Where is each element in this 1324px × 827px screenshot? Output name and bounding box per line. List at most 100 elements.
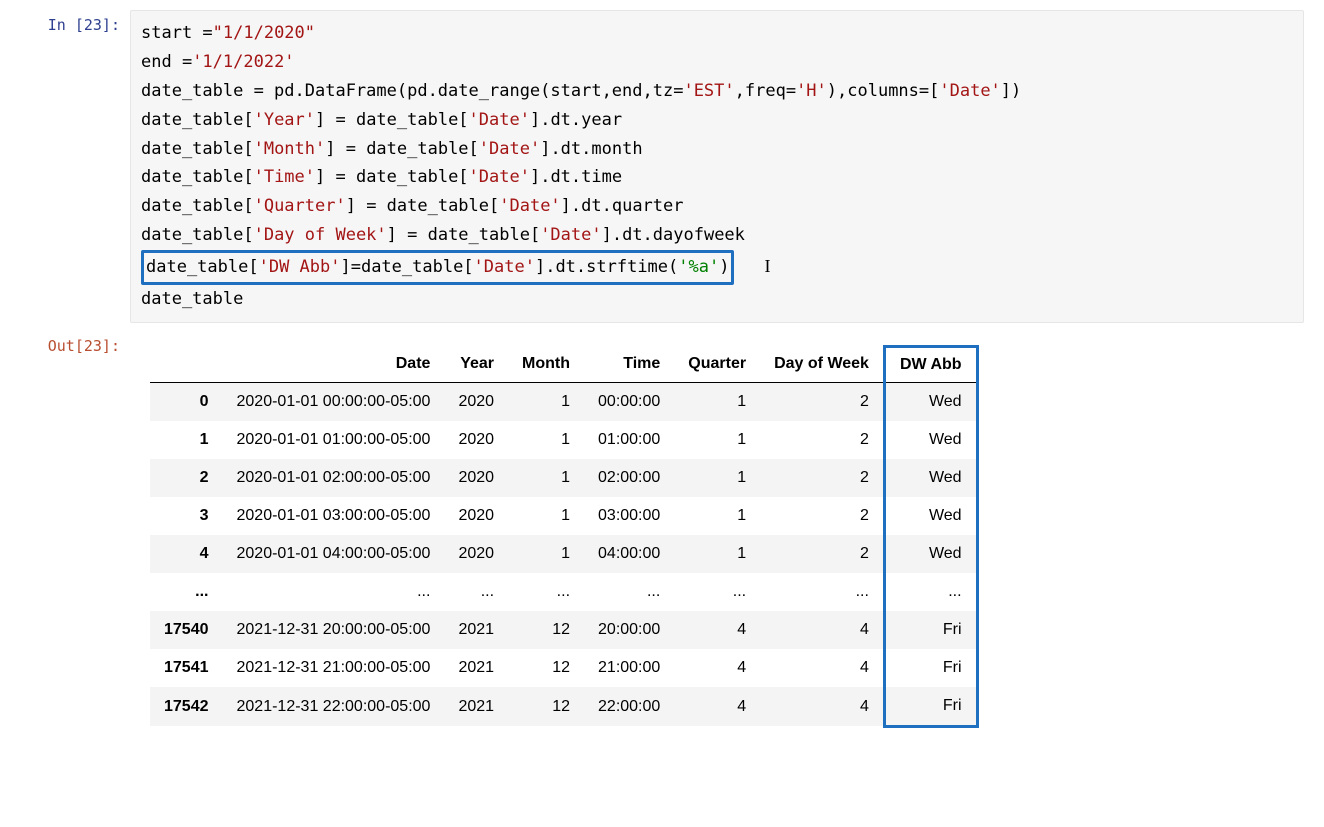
code-token: 'Quarter' — [254, 196, 346, 216]
code-token: ].dt.year — [530, 110, 622, 130]
table-cell: 22:00:00 — [584, 687, 674, 727]
code-token: 'Date' — [939, 81, 1000, 101]
code-token: ]=date_table[ — [340, 257, 473, 277]
code-token: ]) — [1001, 81, 1021, 101]
row-index: 3 — [150, 497, 223, 535]
code-token: date_table[ — [146, 257, 259, 277]
table-cell: 1 — [508, 535, 584, 573]
table-cell: 2021-12-31 21:00:00-05:00 — [223, 649, 445, 687]
table-cell: 4 — [674, 649, 760, 687]
table-cell: 12 — [508, 649, 584, 687]
table-cell: 2 — [760, 535, 884, 573]
table-cell: 1 — [674, 382, 760, 421]
table-header-row: DateYearMonthTimeQuarterDay of WeekDW Ab… — [150, 346, 977, 382]
code-token: 'Date' — [479, 139, 540, 159]
table-cell: 2 — [760, 497, 884, 535]
code-token: ].dt.dayofweek — [602, 225, 745, 245]
column-header: Year — [444, 346, 508, 382]
column-header: Time — [584, 346, 674, 382]
table-cell: 2 — [760, 459, 884, 497]
table-cell: 02:00:00 — [584, 459, 674, 497]
code-token: date_table — [141, 289, 243, 309]
table-cell: 1 — [674, 535, 760, 573]
code-token: date_table = pd.DataFrame(pd.date_range(… — [141, 81, 683, 101]
row-index: 17541 — [150, 649, 223, 687]
code-token: 'H' — [796, 81, 827, 101]
table-cell: 2021 — [444, 687, 508, 727]
table-cell: 2020 — [444, 497, 508, 535]
table-cell: 1 — [674, 421, 760, 459]
row-index: 4 — [150, 535, 223, 573]
table-cell: 4 — [760, 649, 884, 687]
code-token: 'Year' — [254, 110, 315, 130]
table-row: 12020-01-01 01:00:00-05:002020101:00:001… — [150, 421, 977, 459]
table-cell: 2020-01-01 01:00:00-05:00 — [223, 421, 445, 459]
table-cell: 2020 — [444, 421, 508, 459]
table-cell: 4 — [674, 611, 760, 649]
table-cell: 2 — [760, 382, 884, 421]
code-token: date_table[ — [141, 167, 254, 187]
table-cell: ... — [223, 573, 445, 611]
output-cell: Out[23]: DateYearMonthTimeQuarterDay of … — [20, 331, 1304, 728]
table-cell: 03:00:00 — [584, 497, 674, 535]
code-token: ) — [719, 257, 729, 277]
code-token: 'Time' — [254, 167, 315, 187]
table-cell: 1 — [674, 459, 760, 497]
table-cell: 1 — [508, 421, 584, 459]
code-token: ] = date_table[ — [315, 110, 469, 130]
table-cell: 2020-01-01 03:00:00-05:00 — [223, 497, 445, 535]
row-index: 0 — [150, 382, 223, 421]
table-cell: 1 — [508, 497, 584, 535]
output-prompt: Out[23]: — [20, 331, 130, 355]
code-token: 'Date' — [469, 110, 530, 130]
table-cell: ... — [760, 573, 884, 611]
table-cell: 4 — [760, 611, 884, 649]
table-cell: 01:00:00 — [584, 421, 674, 459]
code-token: 'Month' — [254, 139, 326, 159]
table-cell: 20:00:00 — [584, 611, 674, 649]
code-token: ),columns=[ — [827, 81, 940, 101]
output-area: DateYearMonthTimeQuarterDay of WeekDW Ab… — [130, 331, 1304, 728]
dataframe-table: DateYearMonthTimeQuarterDay of WeekDW Ab… — [150, 345, 979, 728]
table-row: ........................ — [150, 573, 977, 611]
code-input[interactable]: start ="1/1/2020" end ='1/1/2022' date_t… — [130, 10, 1304, 323]
row-index: 2 — [150, 459, 223, 497]
table-row: 32020-01-01 03:00:00-05:002020103:00:001… — [150, 497, 977, 535]
code-token: ] = date_table[ — [346, 196, 500, 216]
table-row: 175402021-12-31 20:00:00-05:0020211220:0… — [150, 611, 977, 649]
code-token: date_table[ — [141, 225, 254, 245]
table-cell: Wed — [884, 535, 977, 573]
column-header: DW Abb — [884, 346, 977, 382]
input-prompt: In [23]: — [20, 10, 130, 34]
code-token: date_table[ — [141, 196, 254, 216]
table-cell: 4 — [760, 687, 884, 727]
table-cell: 2021-12-31 22:00:00-05:00 — [223, 687, 445, 727]
table-cell: ... — [884, 573, 977, 611]
code-token: ] = date_table[ — [325, 139, 479, 159]
table-cell: 2021 — [444, 649, 508, 687]
table-cell: ... — [584, 573, 674, 611]
code-token: 'Date' — [540, 225, 601, 245]
code-token: '1/1/2022' — [192, 52, 294, 72]
table-cell: 2020-01-01 02:00:00-05:00 — [223, 459, 445, 497]
code-token: ,freq= — [735, 81, 796, 101]
table-cell: 2020 — [444, 382, 508, 421]
code-token: ].dt.month — [540, 139, 642, 159]
column-header: Month — [508, 346, 584, 382]
row-index: ... — [150, 573, 223, 611]
table-cell: 2 — [760, 421, 884, 459]
index-header — [150, 346, 223, 382]
table-cell: 04:00:00 — [584, 535, 674, 573]
code-token: '%a' — [678, 257, 719, 277]
table-cell: 2020-01-01 04:00:00-05:00 — [223, 535, 445, 573]
table-cell: Fri — [884, 611, 977, 649]
code-token: 'Day of Week' — [254, 225, 387, 245]
column-header: Date — [223, 346, 445, 382]
table-cell: 1 — [508, 382, 584, 421]
table-cell: 2020-01-01 00:00:00-05:00 — [223, 382, 445, 421]
table-row: 02020-01-01 00:00:00-05:002020100:00:001… — [150, 382, 977, 421]
code-token: 'DW Abb' — [259, 257, 341, 277]
table-row: 42020-01-01 04:00:00-05:002020104:00:001… — [150, 535, 977, 573]
row-index: 17540 — [150, 611, 223, 649]
code-token: ].dt.time — [530, 167, 622, 187]
